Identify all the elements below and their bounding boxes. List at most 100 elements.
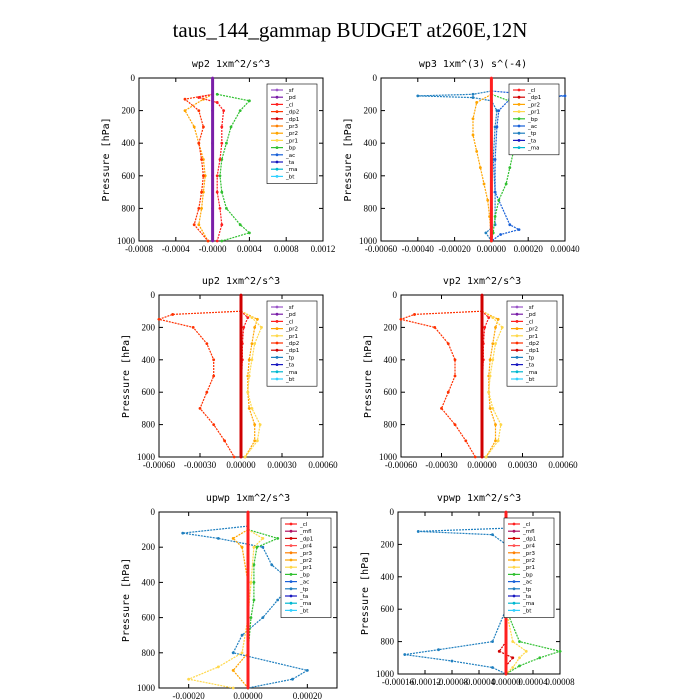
x-tick-label: -0.00020 [173, 691, 206, 700]
data-point-cl [246, 616, 250, 619]
data-point-pr2 [247, 358, 251, 362]
y-tick-label: 400 [381, 572, 395, 582]
page-title: taus_144_gammap BUDGET at260E,12N [172, 18, 528, 42]
data-point-pr2 [256, 317, 259, 321]
data-point-pr2 [488, 358, 492, 362]
legend-marker [275, 363, 279, 366]
data-point-tp [484, 231, 488, 235]
data-point-pr1 [491, 316, 495, 320]
data-point-cl [215, 239, 219, 243]
y-tick-label: 1000 [137, 452, 156, 462]
data-point-ac [493, 190, 497, 194]
data-point-pr1 [511, 640, 515, 643]
legend-marker [517, 131, 521, 135]
legend-label: _cl [522, 522, 531, 528]
data-point-tp [216, 537, 220, 540]
y-tick-label: 600 [381, 604, 395, 614]
legend-label: _cl [285, 102, 294, 108]
legend-marker [275, 153, 279, 157]
legend-marker [289, 558, 293, 562]
x-tick-label: -0.0000 [199, 244, 227, 254]
data-point-dp2 [200, 158, 203, 161]
legend-marker [275, 305, 279, 309]
legend-marker [275, 175, 279, 178]
data-point-pr2 [253, 326, 257, 329]
data-point-dp1 [239, 390, 243, 394]
data-point-bp [252, 563, 256, 567]
legend-marker [517, 117, 521, 121]
series-line-pr1 [186, 529, 264, 689]
y-tick-label: 200 [381, 539, 395, 549]
legend-marker [275, 312, 279, 316]
legend-marker [275, 377, 279, 381]
y-tick-label: 200 [142, 542, 156, 552]
data-point-bp [225, 141, 228, 145]
series-line-dp2 [398, 310, 483, 458]
legend-marker [512, 522, 516, 526]
legend-marker [517, 95, 521, 99]
data-point-dp2 [212, 423, 216, 426]
data-point-cl [246, 651, 250, 655]
data-point-dp2 [197, 109, 201, 112]
data-point-bp [238, 109, 242, 112]
series-line-pr2 [232, 529, 249, 689]
legend-marker [289, 573, 293, 576]
y-tick-label: 600 [142, 387, 156, 397]
data-point-dp2 [464, 439, 468, 443]
panel-wp3: wp3 1xm^(3) s^(-4) Pressure [hPa] 0 200 400 6… [343, 59, 580, 254]
x-tick-label: -0.00040 [402, 244, 435, 254]
data-point-dp2 [197, 207, 201, 210]
data-point-cl [215, 174, 219, 178]
legend-label: _bt [525, 377, 535, 383]
x-tick-label: -0.00004 [463, 677, 496, 687]
data-point-pr2 [247, 407, 251, 410]
data-point-cl [218, 158, 222, 161]
data-point-dp2 [433, 326, 437, 329]
panel-title: up2 1xm^2/s^3 [202, 276, 280, 287]
panel-title: wp3 1xm^(3) s^(-4) [419, 59, 527, 70]
data-point-tp [471, 96, 475, 99]
data-point-pr1 [216, 665, 220, 669]
legend-label: _pr2 [522, 558, 535, 564]
legend-marker [515, 341, 519, 345]
x-tick-label: 0.00000 [477, 244, 507, 254]
y-tick-label: 0 [151, 290, 156, 300]
data-point-tp [181, 531, 185, 535]
legend-marker [275, 146, 279, 150]
data-point-bp [220, 239, 224, 243]
legend-label: _dp1 [522, 536, 536, 542]
x-tick-label: -0.00060 [143, 460, 176, 470]
x-tick-label: -0.00060 [385, 460, 418, 470]
data-point-dp1 [239, 423, 243, 426]
data-point-pr2 [482, 182, 486, 186]
legend-marker [275, 356, 279, 359]
legend-marker [289, 601, 293, 605]
panel-vp2: vp2 1xm^2/s^3 Pressure [hPa] 0 200 400 600 800… [363, 276, 578, 470]
data-point-dp2 [206, 239, 210, 243]
legend-marker [275, 167, 279, 171]
data-point-cl [246, 686, 250, 690]
data-point-dp2 [183, 97, 187, 101]
data-point-pr1 [484, 455, 488, 459]
data-point-tp [231, 651, 235, 655]
data-point-cl [490, 109, 493, 112]
legend-marker [275, 131, 279, 135]
data-point-cl [504, 510, 508, 514]
legend-marker [515, 312, 519, 316]
legend-label: _pr2 [285, 327, 298, 333]
data-point-tp [471, 92, 475, 96]
x-tick-label: 0.00004 [518, 677, 548, 687]
legend-label: _pr2 [299, 558, 312, 564]
legend-label: _ma [285, 370, 297, 376]
data-point-dp2 [192, 223, 196, 227]
legend-label: _pr1 [527, 110, 540, 116]
legend-label: _pr4 [299, 544, 313, 550]
legend-label: _ta [285, 363, 294, 369]
y-tick-label: 1000 [379, 452, 398, 462]
data-point-pr1 [496, 439, 500, 443]
data-point-bp [255, 545, 259, 549]
legend-marker [512, 551, 516, 555]
data-point-pr2 [478, 166, 482, 170]
x-tick-label: 0.00030 [508, 460, 538, 470]
data-point-bp [238, 223, 242, 227]
